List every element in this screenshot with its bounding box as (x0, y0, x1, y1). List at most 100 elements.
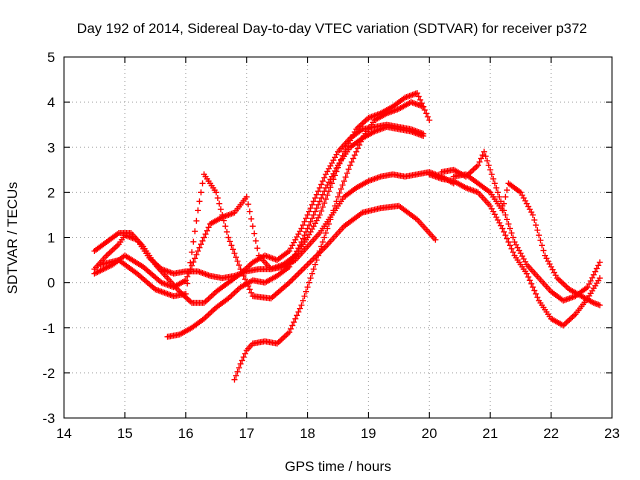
data-point (296, 242, 303, 249)
data-point (239, 269, 246, 276)
data-point (502, 211, 509, 218)
data-point (312, 208, 319, 215)
data-point (233, 254, 240, 261)
y-tick-label: -2 (43, 365, 56, 381)
data-point (345, 166, 352, 173)
data-point (322, 196, 329, 203)
data-point (319, 178, 326, 185)
series-track-i (450, 171, 603, 309)
data-point (336, 189, 343, 196)
data-point (503, 216, 510, 223)
data-point (252, 237, 259, 244)
y-tick-label: 1 (47, 230, 55, 246)
data-point (201, 234, 208, 241)
data-point (199, 237, 206, 244)
y-tick-label: 5 (47, 49, 55, 65)
data-point (507, 225, 514, 232)
data-point (225, 234, 232, 241)
data-point (236, 364, 243, 371)
data-point (327, 216, 334, 223)
data-point (290, 254, 297, 261)
data-point (318, 243, 325, 250)
data-point (532, 222, 539, 229)
data-point (194, 248, 201, 255)
data-point (500, 228, 507, 235)
data-point (353, 148, 360, 155)
data-point (321, 200, 328, 207)
data-point (242, 350, 249, 357)
data-point (309, 215, 316, 222)
data-point (222, 223, 229, 230)
data-point (318, 207, 325, 214)
data-point (420, 103, 427, 110)
data-point (499, 225, 506, 232)
data-point (321, 174, 328, 181)
data-point (190, 238, 197, 245)
data-point (324, 225, 331, 232)
data-point (319, 204, 326, 211)
data-point (488, 171, 495, 178)
data-point (417, 96, 424, 103)
data-point (239, 357, 246, 364)
data-point (309, 270, 316, 277)
data-point (529, 211, 536, 218)
data-point (510, 249, 517, 256)
data-point (298, 225, 305, 232)
data-point (233, 372, 240, 379)
data-point (432, 236, 439, 243)
data-point (496, 193, 503, 200)
data-point (292, 315, 299, 322)
data-point (251, 230, 258, 237)
data-point (249, 223, 256, 230)
data-point (325, 220, 332, 227)
y-tick-label: -1 (43, 320, 56, 336)
x-tick-label: 19 (361, 425, 377, 441)
data-point (318, 195, 325, 202)
data-point (184, 273, 191, 280)
data-point (500, 200, 507, 207)
data-point (316, 198, 323, 205)
data-point (484, 157, 491, 164)
data-point (245, 201, 252, 208)
data-point (526, 277, 533, 284)
data-point (348, 158, 355, 165)
data-point (487, 166, 494, 173)
data-point (335, 193, 341, 200)
data-point (204, 227, 211, 234)
y-tick-label: 0 (47, 275, 55, 291)
data-point (286, 263, 293, 270)
data-point (339, 182, 346, 189)
data-point (532, 290, 539, 297)
data-point (198, 241, 204, 248)
data-point (298, 239, 305, 246)
data-point (234, 258, 241, 265)
data-point (307, 205, 314, 212)
data-point (306, 208, 313, 215)
data-point (494, 189, 501, 196)
data-point (303, 215, 310, 222)
x-tick-label: 18 (300, 425, 316, 441)
data-point (331, 202, 338, 209)
data-point (293, 248, 300, 255)
data-point (199, 180, 206, 187)
data-point (508, 245, 515, 252)
data-point (507, 242, 514, 249)
data-point (303, 228, 310, 235)
data-point (423, 110, 430, 117)
data-point (315, 252, 322, 259)
data-point (310, 198, 317, 205)
y-axis-label: SDTVAR / TECUs (4, 182, 20, 294)
data-point (540, 247, 547, 254)
data-point (307, 218, 314, 225)
data-point (534, 227, 541, 234)
data-point (538, 242, 545, 249)
series-track-d (97, 171, 439, 302)
grid-lines (64, 57, 612, 418)
data-point (202, 231, 209, 238)
data-point (254, 245, 261, 252)
y-tick-label: -3 (43, 410, 56, 426)
data-point (229, 246, 236, 253)
data-point (584, 284, 591, 291)
data-point (505, 239, 512, 246)
